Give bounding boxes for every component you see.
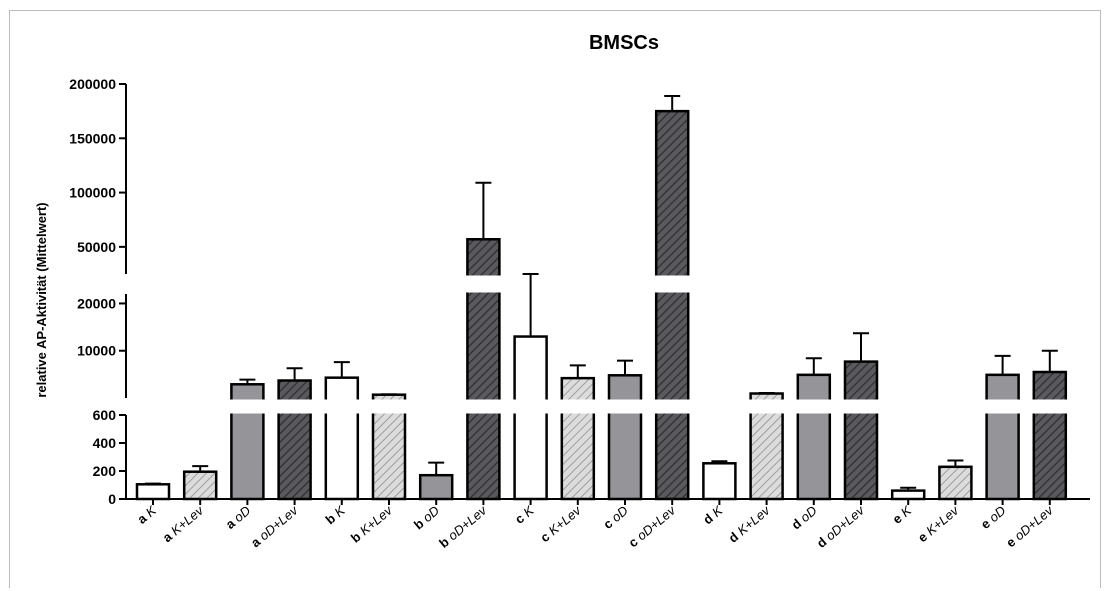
bar — [843, 360, 879, 501]
bar — [277, 379, 312, 501]
axis-break-gap — [1030, 399, 1069, 414]
category-labels: a Ka K+Lev a oDa oD+Lev b Kb K+Lev b oDb oD… — [134, 502, 1057, 551]
axis-break-gap — [322, 399, 361, 414]
axis-break-gap — [842, 399, 880, 414]
bar — [418, 473, 454, 501]
axis-break-gap — [606, 399, 644, 414]
axis-break-gap — [747, 399, 786, 414]
x-tick-label: c oD+Lev — [626, 502, 680, 550]
x-tick-label: b K — [323, 502, 349, 527]
y-tick-label: 10000 — [77, 343, 116, 359]
axis-break-gap — [794, 399, 833, 414]
bar — [890, 489, 926, 501]
y-tick-label: 200000 — [69, 76, 116, 92]
x-tick-label: a oD — [223, 503, 254, 532]
axis-break-gap — [275, 399, 314, 414]
x-tick-label: a K+Lev — [160, 502, 208, 545]
bar — [607, 374, 643, 501]
bar — [702, 462, 737, 501]
x-tick-label: d K+Lev — [726, 502, 774, 546]
y-tick-label: 50000 — [77, 239, 116, 255]
x-tick-label: a K — [134, 502, 160, 527]
x-tick-label: e K+Lev — [915, 502, 963, 545]
tick-labels: 0 200 400 600 10000 20000 50000 100000 150000 200… — [69, 76, 116, 507]
x-tick-label: d K — [700, 502, 726, 527]
bar — [324, 376, 360, 501]
bars — [135, 94, 1069, 501]
x-tick-label: e oD+Lev — [1003, 502, 1057, 550]
axis-break-gap — [558, 399, 597, 414]
axis-break-gap — [511, 399, 550, 414]
bar — [513, 335, 548, 501]
x-tick-label: e oD — [978, 503, 1009, 532]
axis-break-gap — [370, 399, 408, 414]
x-tick-label: b K+Lev — [348, 502, 396, 546]
y-tick-label: 600 — [93, 407, 117, 423]
axis-break-gap — [653, 275, 692, 293]
axis-break-gap — [228, 399, 267, 414]
y-tick-label: 150000 — [69, 130, 116, 146]
bar — [796, 373, 832, 501]
x-tick-label: d oD — [788, 503, 819, 533]
chart-frame — [9, 10, 1101, 588]
y-axis-label: relative AP-Aktivität (Mittelwert) — [34, 202, 49, 397]
bar — [654, 109, 690, 501]
x-tick-label: c K — [512, 502, 538, 527]
x-tick-label: e K — [890, 502, 916, 527]
axis-break-gap — [464, 275, 503, 293]
y-tick-label: 100000 — [69, 185, 116, 201]
x-tick-label: c K+Lev — [537, 502, 585, 545]
x-tick-label: a oD+Lev — [248, 502, 302, 550]
y-tick-label: 400 — [93, 435, 117, 451]
x-tick-label: b oD — [411, 503, 442, 533]
bar — [182, 470, 218, 501]
bar — [560, 376, 596, 501]
chart-title: BMSCs — [589, 32, 659, 54]
axis-break-gap — [464, 399, 503, 414]
bar — [938, 465, 973, 501]
x-tick-label: d oD+Lev — [814, 502, 868, 551]
x-tick-label: b oD+Lev — [436, 502, 490, 551]
y-tick-label: 20000 — [77, 295, 116, 311]
axis-break-gap — [983, 399, 1022, 414]
bar — [135, 483, 171, 501]
bar — [985, 373, 1020, 501]
axis-break-gap — [653, 399, 692, 414]
bar — [1032, 370, 1068, 501]
y-tick-label: 200 — [93, 463, 117, 479]
x-tick-label: c oD — [600, 503, 631, 532]
y-tick-label: 0 — [108, 491, 116, 507]
